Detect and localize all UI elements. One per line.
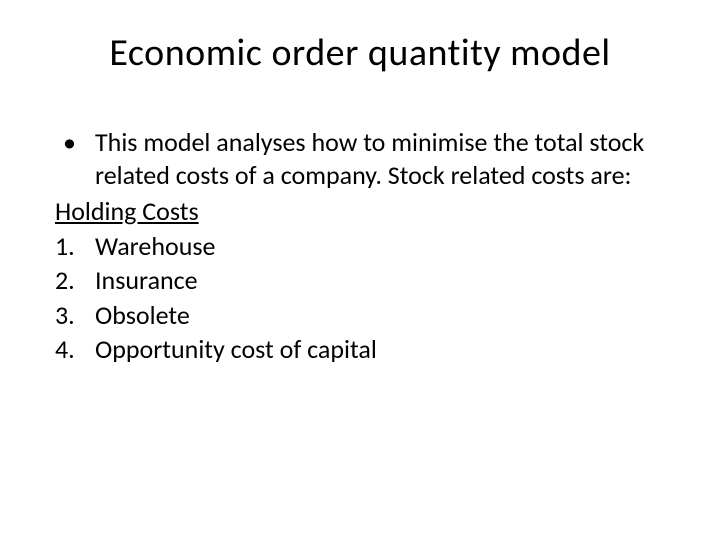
- list-text: Obsolete: [95, 299, 665, 332]
- list-number: 2.: [55, 264, 95, 297]
- list-text: Opportunity cost of capital: [95, 333, 665, 366]
- bullet-marker: •: [55, 126, 95, 191]
- list-number: 4.: [55, 333, 95, 366]
- list-item: 2. Insurance: [55, 264, 665, 297]
- list-text: Insurance: [95, 264, 665, 297]
- slide-title: Economic order quantity model: [55, 30, 665, 76]
- holding-costs-heading: Holding Costs: [55, 195, 665, 228]
- list-item: 4. Opportunity cost of capital: [55, 333, 665, 366]
- list-text: Warehouse: [95, 230, 665, 263]
- bullet-item: • This model analyses how to minimise th…: [55, 126, 665, 191]
- slide-content: • This model analyses how to minimise th…: [55, 126, 665, 366]
- bullet-text: This model analyses how to minimise the …: [95, 126, 665, 191]
- list-item: 1. Warehouse: [55, 230, 665, 263]
- list-number: 3.: [55, 299, 95, 332]
- list-item: 3. Obsolete: [55, 299, 665, 332]
- list-number: 1.: [55, 230, 95, 263]
